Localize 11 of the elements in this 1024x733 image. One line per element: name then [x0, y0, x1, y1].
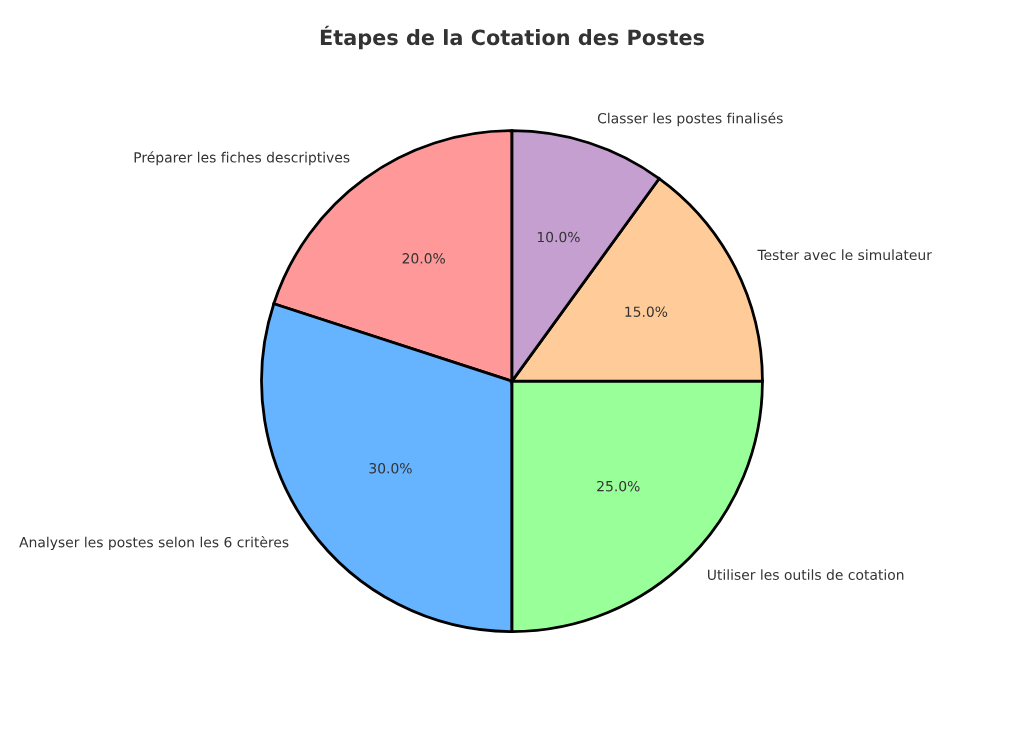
data-label: 30.0%	[369, 463, 412, 474]
chart-title: Étapes de la Cotation des Postes	[320, 25, 704, 50]
data-label: 10.0%	[537, 231, 580, 243]
slice-label: Analyser les postes selon les 6 critères	[19, 536, 289, 551]
slice-label: Préparer les fiches descriptives	[134, 151, 350, 166]
slice-label: Tester avec le simulateur	[757, 249, 932, 261]
data-label: 20.0%	[402, 253, 445, 264]
slice-label: Classer les postes finalisés	[597, 112, 783, 127]
data-label: 25.0%	[597, 480, 640, 492]
data-label: 15.0%	[625, 306, 668, 317]
slice-label: Utiliser les outils de cotation	[708, 569, 904, 580]
